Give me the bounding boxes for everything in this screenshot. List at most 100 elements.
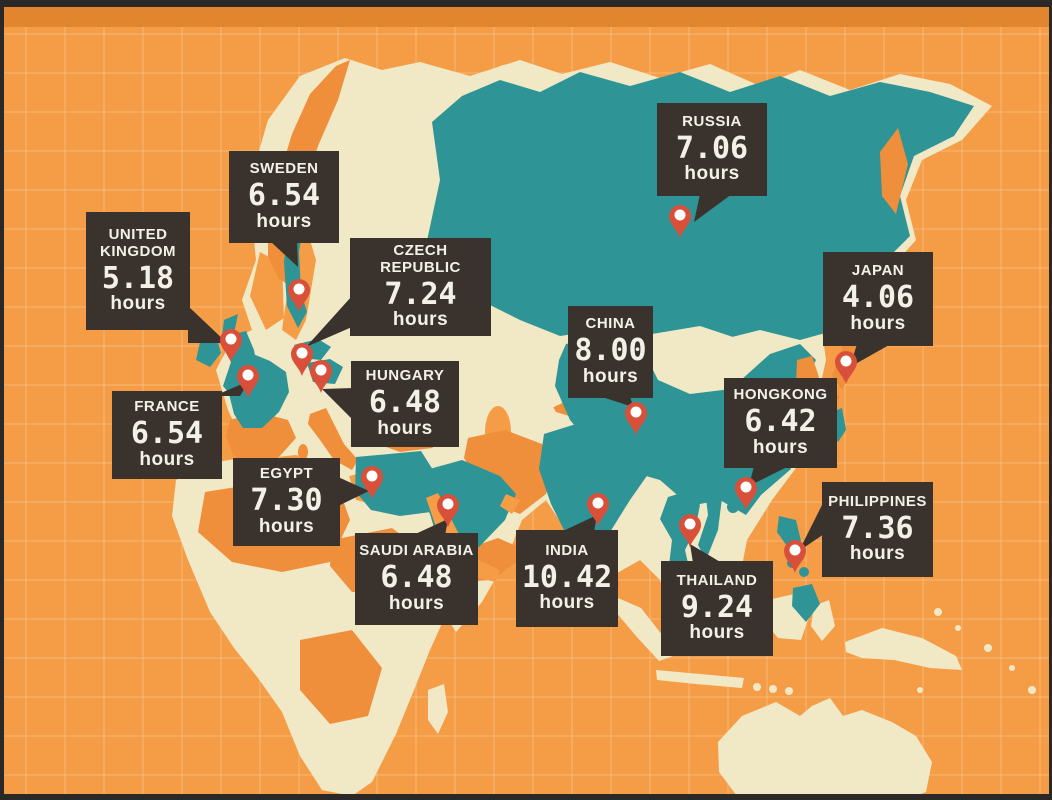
callout-saudi-arabia: SAUDI ARABIA 6.48 hours xyxy=(355,533,478,625)
top-band xyxy=(0,7,1052,27)
frame-left xyxy=(0,0,4,800)
callout-hours-unit: hours xyxy=(139,448,195,470)
pin-icon xyxy=(625,402,647,435)
pin-center-dot xyxy=(366,470,378,482)
callout-hours-unit: hours xyxy=(388,592,445,614)
callout-china: CHINA 8.00 hours xyxy=(568,306,653,398)
map-pin-philippines xyxy=(784,540,806,573)
callout-hours-unit: hours xyxy=(684,163,740,185)
pin-center-dot xyxy=(315,364,327,376)
callout-tail-thailand xyxy=(690,544,722,563)
callout-hours-value: 7.30 xyxy=(250,483,323,519)
lesser-sunda-island xyxy=(769,685,777,693)
callout-hours-value: 6.54 xyxy=(130,416,204,452)
callout-hours-unit: hours xyxy=(377,417,433,439)
callout-hours-unit: hours xyxy=(110,293,166,315)
callout-hours-value: 10.42 xyxy=(521,559,613,595)
callout-hours-value: 4.06 xyxy=(841,280,915,316)
callout-tail-india xyxy=(561,515,597,532)
lesser-sunda-island xyxy=(785,687,793,695)
callout-country-name: HUNGARY xyxy=(365,367,445,385)
map-pin-hungary xyxy=(310,360,332,393)
callout-sweden: SWEDEN 6.54 hours xyxy=(229,151,339,243)
callout-hours-value: 6.48 xyxy=(368,385,442,421)
callout-hours-unit: hours xyxy=(256,210,312,232)
callout-country-name: FRANCE xyxy=(134,398,200,416)
map-pin-india xyxy=(587,493,609,526)
pin-icon xyxy=(220,329,242,362)
callout-thailand: THAILAND 9.24 hours xyxy=(661,561,773,656)
pacific-island xyxy=(1009,665,1015,671)
region-mindanao xyxy=(792,584,820,622)
callout-india: INDIA 10.42 hours xyxy=(516,530,618,627)
pin-center-dot xyxy=(293,283,305,295)
map-pin-hongkong xyxy=(735,477,757,510)
callout-country-name: UNITED KINGDOM xyxy=(100,226,176,260)
region-italy xyxy=(308,408,358,470)
region-java xyxy=(656,670,744,688)
pin-icon xyxy=(735,477,757,510)
region-vietnam xyxy=(698,490,722,560)
callout-hours-unit: hours xyxy=(539,592,595,614)
pin-icon xyxy=(310,360,332,393)
pacific-island xyxy=(984,644,992,652)
pin-icon xyxy=(784,540,806,573)
callout-hours-value: 9.24 xyxy=(680,589,754,625)
callout-hours-value: 7.06 xyxy=(675,130,749,166)
callout-hours-value: 7.24 xyxy=(384,276,457,312)
callout-country-name: PHILIPPINES xyxy=(828,492,927,510)
pacific-island xyxy=(917,687,923,693)
callout-egypt: EGYPT 7.30 hours xyxy=(233,458,340,546)
callout-hours-value: 6.48 xyxy=(380,560,453,596)
callout-hours-unit: hours xyxy=(849,543,906,565)
gulf-persian xyxy=(500,494,520,514)
map-pin-saudi-arabia xyxy=(437,494,459,527)
pacific-island xyxy=(945,659,951,665)
region-kamchatka xyxy=(880,128,908,214)
region-visayas xyxy=(799,567,809,577)
callout-country-name: EGYPT xyxy=(259,465,314,483)
pin-center-dot xyxy=(225,333,237,345)
pin-center-dot xyxy=(296,347,308,359)
pin-icon xyxy=(288,279,310,312)
map-pin-egypt xyxy=(361,466,383,499)
callout-france: FRANCE 6.54 hours xyxy=(112,391,222,479)
callout-country-name: SAUDI ARABIA xyxy=(359,542,474,560)
pin-center-dot xyxy=(592,497,604,509)
region-central-africa xyxy=(300,630,382,724)
pin-icon xyxy=(587,493,609,526)
callout-japan: JAPAN 4.06 hours xyxy=(823,252,933,346)
callout-hours-value: 7.36 xyxy=(841,510,914,546)
pin-center-dot xyxy=(442,498,454,510)
region-sulawesi xyxy=(811,600,835,641)
lesser-sunda-island xyxy=(753,683,761,691)
pacific-island xyxy=(955,625,961,631)
callout-hours-unit: hours xyxy=(689,622,745,644)
callout-country-name: THAILAND xyxy=(676,571,758,589)
callout-tail-czech-republic xyxy=(306,296,352,347)
map-pin-united-kingdom xyxy=(220,329,242,362)
map-pin-russia xyxy=(669,205,691,238)
pacific-island xyxy=(934,608,942,616)
region-ireland xyxy=(196,336,221,367)
callout-tail-philippines xyxy=(799,501,824,551)
callout-country-name: SWEDEN xyxy=(249,160,319,178)
pin-center-dot xyxy=(630,406,642,418)
frame-right xyxy=(1049,0,1052,800)
region-mongolia xyxy=(646,326,736,394)
callout-tail-egypt xyxy=(338,477,369,506)
pin-icon xyxy=(361,466,383,499)
pin-icon xyxy=(437,494,459,527)
callout-country-name: CHINA xyxy=(585,315,636,333)
callout-country-name: HONGKONG xyxy=(733,386,828,404)
callout-hours-value: 5.18 xyxy=(101,260,175,296)
map-pin-japan xyxy=(835,351,857,384)
map-pin-france xyxy=(237,365,259,398)
callout-tail-japan xyxy=(850,344,891,367)
map-pin-thailand xyxy=(679,514,701,547)
callout-philippines: PHILIPPINES 7.36 hours xyxy=(822,482,933,577)
map-pin-sweden xyxy=(288,279,310,312)
map-pin-china xyxy=(625,402,647,435)
pin-icon xyxy=(237,365,259,398)
